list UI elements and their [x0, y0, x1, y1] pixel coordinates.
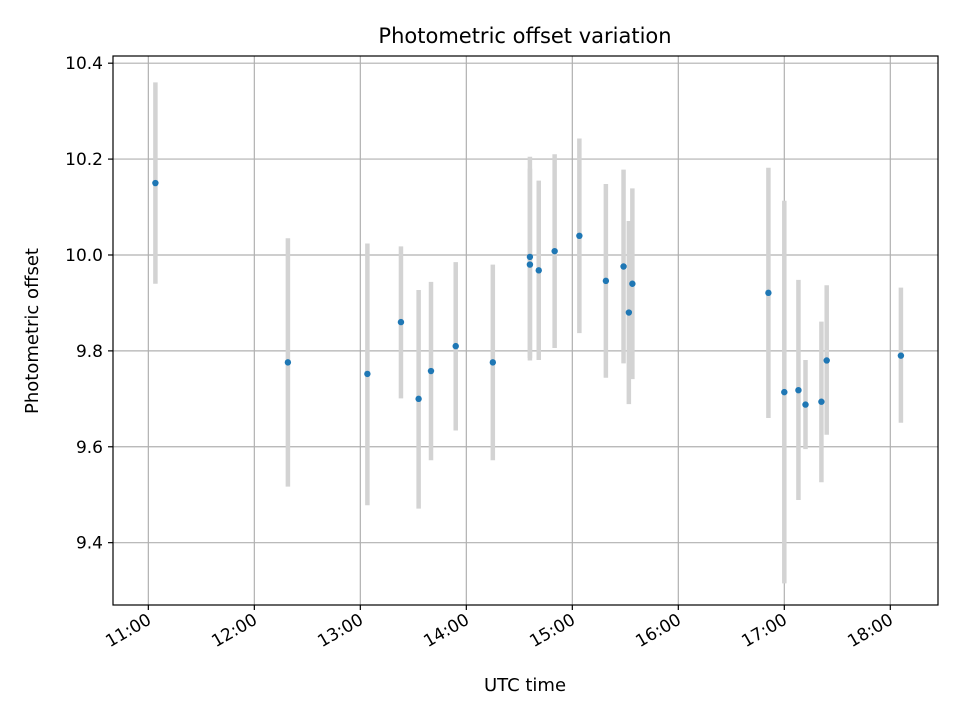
y-tick-label: 9.8	[76, 342, 103, 362]
chart-title: Photometric offset variation	[378, 24, 671, 48]
y-tick-label: 9.6	[76, 438, 103, 458]
data-point	[551, 247, 558, 255]
data-point	[364, 370, 371, 378]
data-point	[818, 398, 825, 405]
data-point	[602, 277, 610, 285]
data-point	[625, 309, 633, 316]
y-tick-label: 10.2	[65, 150, 103, 170]
data-point	[284, 359, 292, 366]
data-points	[152, 179, 905, 408]
data-point	[526, 253, 534, 261]
y-axis-label: Photometric offset	[22, 248, 43, 414]
y-tick-label: 9.4	[76, 534, 103, 554]
x-axis-label: UTC time	[484, 675, 566, 696]
data-point	[765, 289, 772, 297]
data-point	[415, 395, 422, 403]
data-point	[823, 357, 830, 364]
data-point	[629, 280, 636, 287]
data-point	[576, 232, 583, 240]
y-tick-label: 10.0	[65, 246, 103, 266]
data-point	[802, 401, 809, 408]
data-point	[152, 179, 159, 187]
data-point	[489, 359, 497, 366]
data-point	[781, 388, 788, 396]
plot-frame	[112, 55, 939, 606]
data-point	[526, 261, 534, 268]
data-point	[897, 352, 905, 359]
data-point	[535, 267, 542, 274]
data-point	[795, 386, 802, 394]
data-point	[452, 342, 459, 350]
data-point	[427, 367, 435, 375]
data-point	[397, 318, 405, 326]
data-point	[620, 263, 627, 270]
y-tick-label: 10.4	[65, 54, 103, 74]
